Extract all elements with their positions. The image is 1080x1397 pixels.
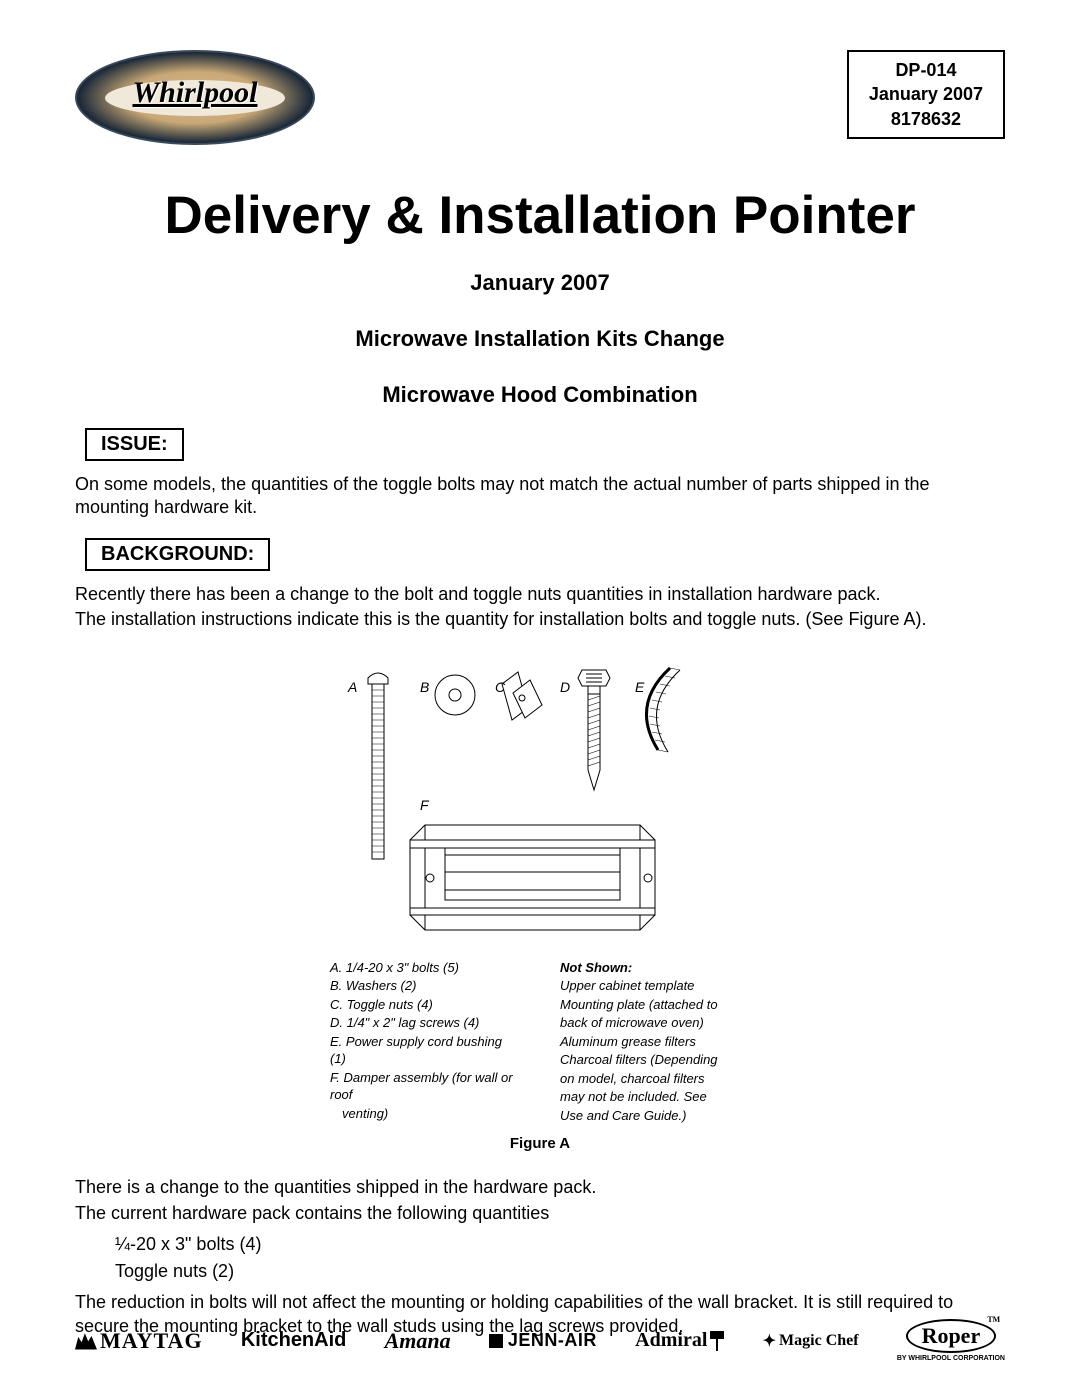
figure-caption: Figure A — [75, 1135, 1005, 1152]
fig-label-e: E — [635, 679, 645, 695]
doc-partno: 8178632 — [869, 107, 983, 131]
brand-maytag: MAYTAG — [75, 1328, 203, 1354]
figure-a-svg: A B C — [330, 650, 750, 955]
doc-date: January 2007 — [869, 82, 983, 106]
logo-text: Whirlpool — [75, 76, 315, 110]
brand-roper-sub: BY WHIRLPOOL CORPORATION — [897, 1355, 1005, 1362]
doc-code: DP-014 — [869, 58, 983, 82]
legend-e: E. Power supply cord bushing (1) — [330, 1033, 520, 1068]
subtitle-product: Microwave Hood Combination — [75, 382, 1005, 408]
legend-r3: Aluminum grease filters — [560, 1033, 750, 1051]
legend-r6: may not be included. See — [560, 1088, 750, 1106]
roper-tm: TM — [987, 1315, 1000, 1324]
subtitle-topic: Microwave Installation Kits Change — [75, 326, 1005, 352]
legend-notshown: Not Shown: — [560, 959, 750, 977]
main-title: Delivery & Installation Pointer — [75, 185, 1005, 246]
brand-roper: Roper TM BY WHIRLPOOL CORPORATION — [897, 1319, 1005, 1362]
legend-r4: Charcoal filters (Depending — [560, 1051, 750, 1069]
jennair-icon — [489, 1334, 503, 1348]
brand-admiral: Admiral — [635, 1329, 724, 1352]
change-p1: There is a change to the quantities ship… — [75, 1176, 1005, 1199]
legend-b: B. Washers (2) — [330, 977, 520, 995]
brand-kitchenaid: KitchenAid — [241, 1329, 347, 1352]
brand-jennair-text: JENN-AIR — [508, 1330, 597, 1351]
legend-r2: back of microwave oven) — [560, 1014, 750, 1032]
figure-legend: A. 1/4-20 x 3" bolts (5) B. Washers (2) … — [330, 959, 750, 1126]
legend-a: A. 1/4-20 x 3" bolts (5) — [330, 959, 520, 977]
qty-toggle: Toggle nuts (2) — [115, 1258, 1005, 1285]
legend-r0: Upper cabinet template — [560, 977, 750, 995]
qty-list: ¼-20 x 3" bolts (4) Toggle nuts (2) — [75, 1231, 1005, 1285]
fig-label-a: A — [347, 679, 357, 695]
header-row: Whirlpool DP-014 January 2007 8178632 — [75, 50, 1005, 145]
admiral-flag-icon — [710, 1331, 724, 1351]
legend-c: C. Toggle nuts (4) — [330, 996, 520, 1014]
figure-legend-right: Not Shown: Upper cabinet template Mounti… — [560, 959, 750, 1126]
magicchef-star-icon: ✦ — [763, 1331, 776, 1351]
background-label: BACKGROUND: — [85, 538, 270, 571]
legend-f: F. Damper assembly (for wall or roof — [330, 1069, 520, 1104]
subtitle-date: January 2007 — [75, 270, 1005, 296]
qty-bolts: ¼-20 x 3" bolts (4) — [115, 1231, 1005, 1258]
brand-admiral-text: Admiral — [635, 1329, 707, 1352]
doc-info-box: DP-014 January 2007 8178632 — [847, 50, 1005, 139]
figure-legend-left: A. 1/4-20 x 3" bolts (5) B. Washers (2) … — [330, 959, 520, 1126]
legend-r5: on model, charcoal filters — [560, 1070, 750, 1088]
legend-d: D. 1/4" x 2" lag screws (4) — [330, 1014, 520, 1032]
legend-r1: Mounting plate (attached to — [560, 996, 750, 1014]
whirlpool-logo: Whirlpool — [75, 50, 315, 145]
fig-label-f: F — [420, 797, 430, 813]
maytag-icon — [75, 1332, 97, 1350]
brand-maytag-text: MAYTAG — [100, 1328, 203, 1354]
brand-amana: Amana — [385, 1328, 451, 1354]
brand-jennair: JENN-AIR — [489, 1330, 597, 1351]
change-p2: The current hardware pack contains the f… — [75, 1202, 1005, 1225]
brand-magicchef-text: Magic Chef — [779, 1332, 859, 1350]
footer-brands: MAYTAG KitchenAid Amana JENN-AIR Admiral… — [75, 1319, 1005, 1362]
background-p2: The installation instructions indicate t… — [75, 608, 1005, 631]
issue-text: On some models, the quantities of the to… — [75, 473, 1005, 520]
legend-r7: Use and Care Guide.) — [560, 1107, 750, 1125]
figure-a: A B C — [330, 650, 750, 1126]
issue-label: ISSUE: — [85, 428, 184, 461]
fig-label-d: D — [560, 679, 570, 695]
brand-roper-text: Roper — [922, 1323, 981, 1348]
legend-f-cont: venting) — [330, 1105, 520, 1123]
brand-magicchef: ✦ Magic Chef — [763, 1331, 859, 1351]
fig-label-b: B — [420, 679, 429, 695]
background-p1: Recently there has been a change to the … — [75, 583, 1005, 606]
